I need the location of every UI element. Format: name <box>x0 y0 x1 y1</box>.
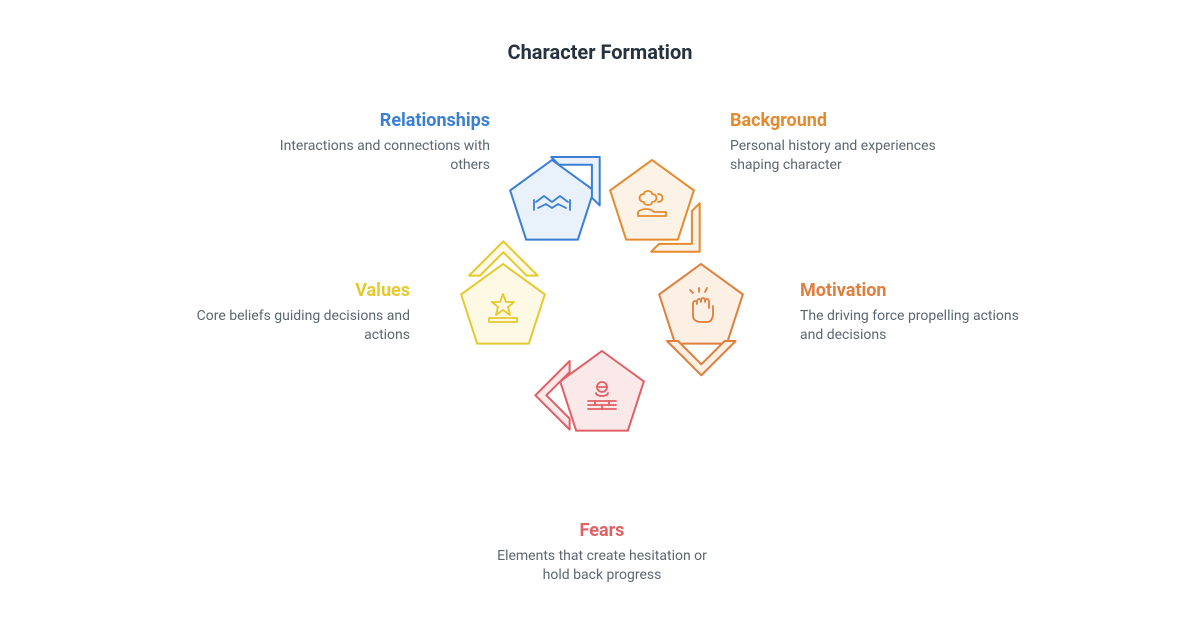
label-desc-fears: Elements that create hesitation or hold … <box>482 547 722 585</box>
label-title-motivation: Motivation <box>800 280 1040 301</box>
label-motivation: Motivation The driving force propelling a… <box>800 280 1040 345</box>
label-desc-background: Personal history and experiences shaping… <box>730 137 970 175</box>
chevron-fears <box>501 294 704 497</box>
label-values: Values Core beliefs guiding decisions and… <box>170 280 410 345</box>
label-fears: Fears Elements that create hesitation or … <box>482 520 722 585</box>
diagram-canvas: Character Formation RelationshipsInterac… <box>0 0 1200 628</box>
label-title-values: Values <box>170 280 410 301</box>
label-background: Background Personal history and experienc… <box>730 110 970 175</box>
label-desc-values: Core beliefs guiding decisions and actio… <box>170 307 410 345</box>
page-title: Character Formation <box>0 40 1200 64</box>
label-title-background: Background <box>730 110 970 131</box>
label-desc-motivation: The driving force propelling actions and… <box>800 307 1040 345</box>
label-title-fears: Fears <box>482 520 722 541</box>
